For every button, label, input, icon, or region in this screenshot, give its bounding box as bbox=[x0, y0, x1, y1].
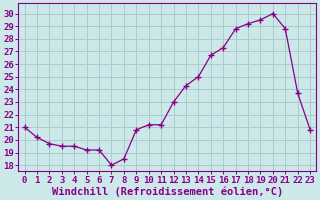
X-axis label: Windchill (Refroidissement éolien,°C): Windchill (Refroidissement éolien,°C) bbox=[52, 186, 283, 197]
